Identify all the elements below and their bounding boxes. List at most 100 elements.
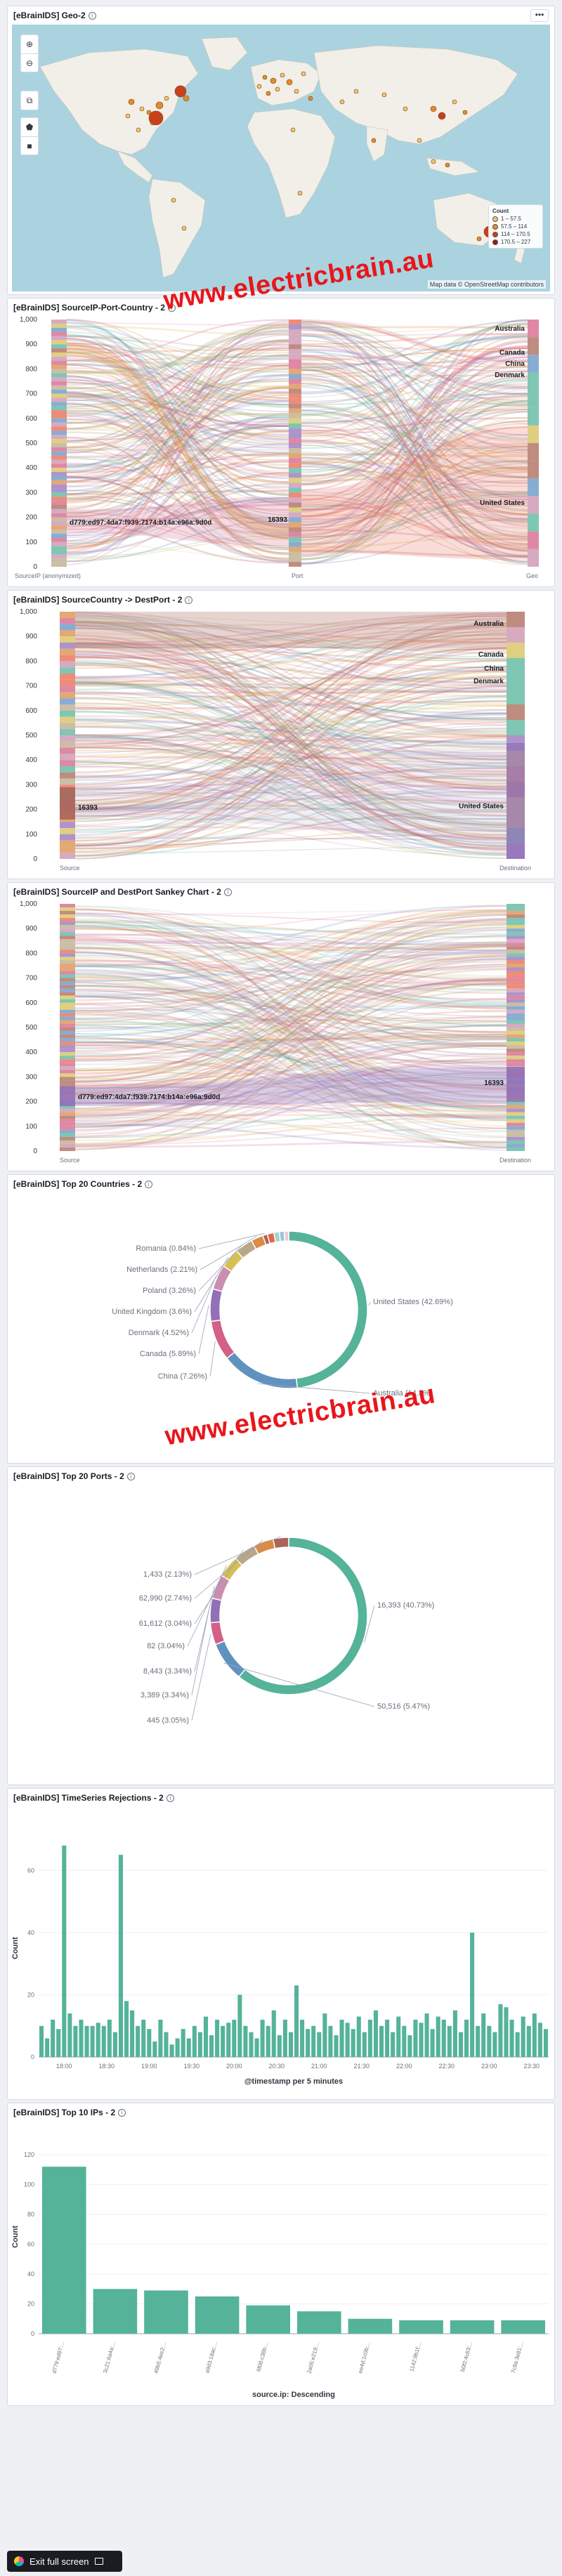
- sankey-link: [74, 626, 507, 788]
- exit-fullscreen-button[interactable]: Exit full screen: [7, 2551, 122, 2572]
- sankey-link: [301, 426, 528, 497]
- sankey-link: [74, 619, 507, 650]
- info-icon[interactable]: i: [166, 1794, 174, 1802]
- sankey-node: [289, 482, 301, 488]
- sankey-node: [51, 541, 67, 546]
- sankey-link: [301, 403, 528, 480]
- sankey-link: [66, 376, 289, 501]
- donut-chart[interactable]: 16,393 (40.73%)50,516 (5.47%)445 (3.05%)…: [8, 1483, 556, 1785]
- sankey-chart[interactable]: 1,0009008007006005004003002001000d779:ed…: [8, 898, 556, 1172]
- sankey-link: [74, 1102, 507, 1108]
- sankey-link: [74, 734, 507, 769]
- fullscreen-exit-icon: [94, 2558, 103, 2565]
- sankey-link: [301, 433, 528, 525]
- sankey-link: [301, 334, 528, 398]
- zoom-out-icon[interactable]: ⊖: [21, 53, 38, 72]
- sankey-link: [74, 989, 507, 1122]
- sankey-chart[interactable]: 1,000900800700600500400300200100016393Au…: [8, 606, 556, 880]
- sankey-node: [60, 953, 75, 957]
- info-icon[interactable]: i: [223, 888, 232, 896]
- sankey-link: [301, 384, 528, 441]
- sankey-link: [74, 1037, 507, 1108]
- axis-label: SourceIP (anonymized): [15, 572, 81, 579]
- donut-chart[interactable]: United States (42.69%)Australia (14.3%)C…: [8, 1190, 556, 1464]
- sankey-node: [507, 939, 525, 943]
- label-leader: [191, 1634, 211, 1721]
- sankey-link: [74, 728, 507, 822]
- sankey-node: [60, 1073, 75, 1077]
- y-tick-label: 1,000: [20, 608, 37, 616]
- sankey-node: [51, 455, 67, 460]
- sankey-link: [74, 713, 507, 761]
- sankey-link: [66, 359, 289, 440]
- sankey-link: [301, 425, 528, 516]
- sankey-link: [74, 682, 507, 824]
- sankey-node-label: United States: [459, 803, 504, 810]
- info-icon[interactable]: i: [88, 11, 96, 20]
- sankey-link: [74, 959, 507, 1001]
- sankey-node: [60, 978, 75, 982]
- y-tick-label: 0: [31, 2053, 34, 2061]
- crop-icon[interactable]: ⧉: [26, 95, 33, 105]
- sankey-link: [74, 748, 507, 853]
- label-leader: [209, 1341, 216, 1377]
- sankey-link: [74, 1044, 507, 1125]
- panel-options-button[interactable]: •••: [530, 9, 549, 22]
- zoom-in-icon[interactable]: ⊕: [25, 39, 34, 49]
- sankey-link: [66, 347, 289, 424]
- sankey-link: [74, 985, 507, 1026]
- sankey-link: [301, 461, 528, 470]
- sankey-link: [74, 968, 507, 1078]
- sankey-node: [289, 507, 301, 513]
- sankey-link: [74, 690, 507, 699]
- sankey-link: [74, 980, 507, 1004]
- sankey-link: [74, 622, 507, 627]
- world-map[interactable]: ⊕ ⊖ ⧉ ⬟ ■ Count 1 – 57.5 57.5 – 114 114 …: [12, 25, 550, 291]
- sankey-link: [74, 676, 507, 796]
- sankey-link: [66, 372, 289, 466]
- sankey-chart[interactable]: 1,0009008007006005004003002001000d779:ed…: [8, 314, 556, 588]
- info-icon[interactable]: i: [118, 2108, 126, 2117]
- sankey-link: [301, 320, 528, 485]
- sankey-link: [301, 442, 528, 525]
- polygon-icon[interactable]: ⬟: [25, 122, 34, 132]
- square-icon[interactable]: ■: [21, 136, 38, 155]
- sankey-link: [301, 325, 528, 440]
- sankey-link: [74, 681, 507, 773]
- sankey-node: [51, 447, 67, 452]
- sankey-link: [301, 340, 528, 406]
- sankey-node: [507, 1059, 525, 1063]
- sankey-link: [74, 1005, 507, 1030]
- sankey-link: [74, 659, 507, 665]
- bar: [39, 2025, 44, 2057]
- label-leader: [191, 1276, 216, 1334]
- sankey-link: [301, 442, 528, 447]
- y-tick-label: 600: [25, 999, 37, 1007]
- x-tick-label: 20:00: [226, 2063, 242, 2070]
- map-canvas[interactable]: [12, 25, 550, 291]
- sankey-link: [74, 669, 507, 848]
- info-icon[interactable]: i: [145, 1180, 153, 1188]
- bar: [413, 2019, 418, 2057]
- sankey-node: [51, 517, 67, 522]
- sankey-link: [74, 1004, 507, 1151]
- sankey-link: [74, 968, 507, 1065]
- sankey-link: [74, 747, 507, 784]
- info-icon[interactable]: i: [185, 596, 193, 604]
- sankey-node: [289, 512, 301, 518]
- sankey-node: [289, 418, 301, 423]
- map-attribution[interactable]: Map data © OpenStreetMap contributors: [427, 280, 546, 289]
- info-icon[interactable]: i: [168, 303, 176, 312]
- sankey-link: [74, 1113, 507, 1127]
- sankey-link: [74, 655, 507, 726]
- sankey-link: [74, 981, 507, 1070]
- sankey-node: [60, 747, 75, 754]
- sankey-link: [74, 954, 507, 1084]
- sankey-link: [74, 1019, 507, 1098]
- sankey-node: [51, 505, 67, 509]
- info-icon[interactable]: i: [126, 1472, 135, 1480]
- sankey-link: [66, 335, 289, 419]
- x-tick-label: 23:30: [524, 2063, 540, 2070]
